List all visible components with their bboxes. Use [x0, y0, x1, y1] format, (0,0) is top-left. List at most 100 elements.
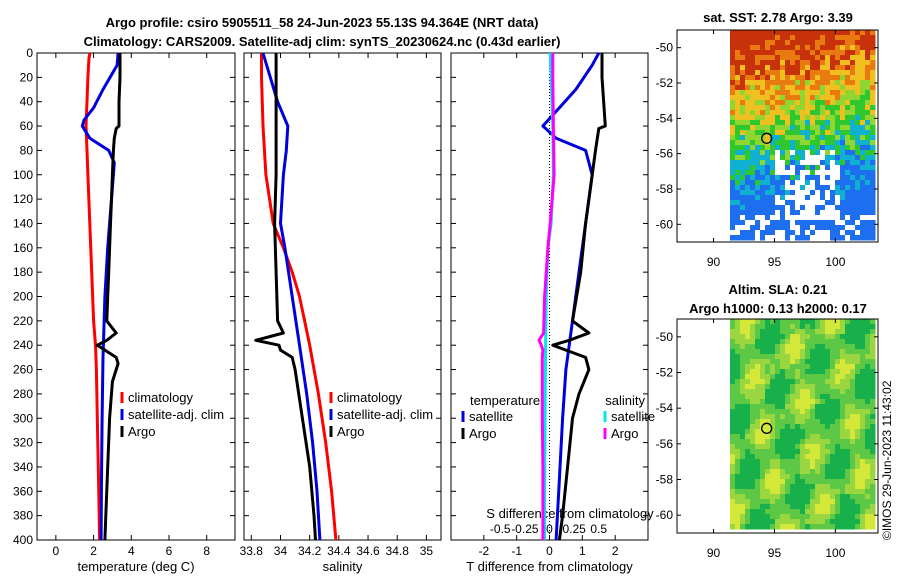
raster-cell	[805, 419, 811, 425]
raster-cell	[775, 484, 781, 490]
raster-cell	[760, 474, 766, 480]
raster-cell	[805, 45, 811, 51]
raster-cell	[750, 170, 756, 176]
raster-cell	[810, 145, 816, 151]
raster-cell	[830, 504, 836, 510]
raster-cell	[855, 215, 861, 221]
raster-cell	[835, 384, 841, 390]
raster-cell	[735, 444, 741, 450]
legend-label: climatology	[128, 390, 194, 405]
raster-cell	[865, 394, 871, 400]
raster-cell	[735, 454, 741, 460]
raster-cell	[770, 404, 776, 410]
raster-cell	[855, 469, 861, 475]
raster-cell	[815, 100, 821, 106]
raster-cell	[870, 394, 876, 400]
raster-cell	[750, 319, 756, 325]
raster-cell	[820, 70, 826, 76]
raster-cell	[855, 454, 861, 460]
raster-cell	[865, 105, 871, 111]
raster-cell	[765, 469, 771, 475]
raster-cell	[870, 449, 876, 455]
raster-cell	[745, 80, 751, 86]
raster-cell	[735, 514, 741, 520]
raster-cell	[765, 384, 771, 390]
raster-cell	[810, 60, 816, 66]
raster-cell	[830, 519, 836, 525]
raster-cell	[830, 110, 836, 116]
raster-cell	[755, 85, 761, 91]
raster-cell	[770, 394, 776, 400]
map-y-tick-label: -54	[656, 111, 674, 125]
raster-cell	[790, 145, 796, 151]
raster-cell	[840, 379, 846, 385]
raster-cell	[830, 80, 836, 86]
raster-cell	[820, 85, 826, 91]
raster-cell	[855, 499, 861, 505]
raster-cell	[750, 110, 756, 116]
raster-cell	[830, 55, 836, 61]
raster-cell	[815, 344, 821, 350]
raster-cell	[825, 344, 831, 350]
raster-cell	[770, 115, 776, 121]
raster-cell	[765, 80, 771, 86]
raster-cell	[755, 419, 761, 425]
raster-cell	[730, 85, 736, 91]
raster-cell	[780, 459, 786, 465]
raster-cell	[825, 394, 831, 400]
raster-cell	[770, 30, 776, 36]
raster-cell	[795, 30, 801, 36]
raster-cell	[865, 479, 871, 485]
raster-cell	[765, 444, 771, 450]
raster-cell	[820, 90, 826, 96]
raster-cell	[795, 145, 801, 151]
raster-cell	[835, 504, 841, 510]
raster-cell	[785, 399, 791, 405]
raster-cell	[830, 210, 836, 216]
raster-cell	[785, 419, 791, 425]
raster-cell	[785, 359, 791, 365]
raster-cell	[760, 439, 766, 445]
raster-cell	[815, 115, 821, 121]
raster-cell	[780, 434, 786, 440]
raster-cell	[805, 474, 811, 480]
raster-cell	[795, 160, 801, 166]
series-line-climatology	[84, 52, 102, 541]
raster-cell	[780, 449, 786, 455]
raster-cell	[845, 90, 851, 96]
raster-cell	[785, 70, 791, 76]
raster-cell	[795, 449, 801, 455]
raster-cell	[815, 90, 821, 96]
raster-cell	[730, 95, 736, 101]
raster-cell	[755, 155, 761, 161]
raster-cell	[755, 45, 761, 51]
raster-cell	[790, 449, 796, 455]
raster-cell	[795, 524, 801, 530]
raster-cell	[745, 449, 751, 455]
raster-cell	[740, 115, 746, 121]
raster-cell	[770, 200, 776, 206]
raster-cell	[740, 409, 746, 415]
raster-cell	[845, 319, 851, 325]
raster-cell	[755, 359, 761, 365]
raster-cell	[750, 474, 756, 480]
raster-cell	[760, 95, 766, 101]
raster-cell	[860, 55, 866, 61]
raster-cell	[770, 130, 776, 136]
raster-cell	[870, 105, 876, 111]
raster-cell	[855, 364, 861, 370]
raster-cell	[860, 115, 866, 121]
legend-group-temperature: temperature	[470, 393, 540, 408]
raster-cell	[795, 344, 801, 350]
raster-cell	[775, 399, 781, 405]
raster-cell	[795, 65, 801, 71]
legend-label: Argo	[611, 426, 638, 441]
raster-cell	[870, 344, 876, 350]
raster-cell	[730, 509, 736, 515]
raster-cell	[815, 95, 821, 101]
raster-cell	[820, 439, 826, 445]
raster-cell	[870, 95, 876, 101]
raster-cell	[735, 499, 741, 505]
raster-cell	[745, 364, 751, 370]
raster-cell	[780, 150, 786, 156]
